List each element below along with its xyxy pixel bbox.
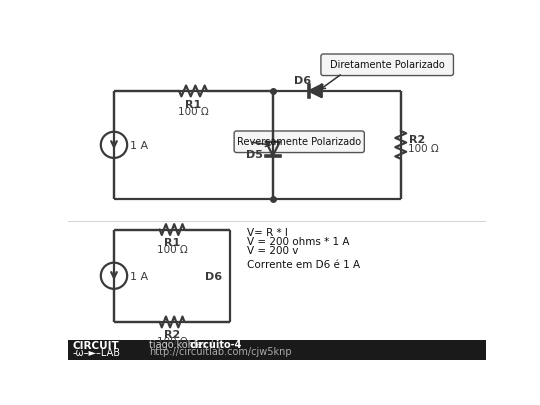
Text: 100 Ω: 100 Ω <box>178 107 208 117</box>
Polygon shape <box>309 85 322 97</box>
Text: Diretamente Polarizado: Diretamente Polarizado <box>330 60 445 70</box>
Bar <box>68 340 486 360</box>
Text: D6: D6 <box>205 272 222 282</box>
Text: tiago.kohler /: tiago.kohler / <box>149 340 216 350</box>
Text: R2: R2 <box>408 135 425 145</box>
FancyBboxPatch shape <box>234 131 364 153</box>
Polygon shape <box>266 142 280 156</box>
Text: R1: R1 <box>185 100 201 110</box>
Text: -ω–►–LAB: -ω–►–LAB <box>73 348 121 358</box>
Text: D5: D5 <box>246 150 263 160</box>
FancyBboxPatch shape <box>321 54 454 76</box>
Text: D6: D6 <box>294 76 311 86</box>
Text: http://circuitlab.com/cjw5knp: http://circuitlab.com/cjw5knp <box>149 347 292 357</box>
Text: V= R * I: V= R * I <box>247 228 288 238</box>
Text: 100 Ω: 100 Ω <box>157 245 187 255</box>
Text: CIRCUIT: CIRCUIT <box>73 341 120 351</box>
Text: 1 A: 1 A <box>130 272 147 282</box>
Text: V = 200 v: V = 200 v <box>247 247 299 256</box>
Text: R2: R2 <box>164 330 180 340</box>
Text: 100 Ω: 100 Ω <box>408 144 439 154</box>
Text: Corrente em D6 é 1 A: Corrente em D6 é 1 A <box>247 260 360 271</box>
Text: R1: R1 <box>164 238 180 248</box>
Text: Reversamente Polarizado: Reversamente Polarizado <box>237 137 361 147</box>
Text: V = 200 ohms * 1 A: V = 200 ohms * 1 A <box>247 237 350 247</box>
Text: 100 Ω: 100 Ω <box>157 337 187 347</box>
Text: circuito-4: circuito-4 <box>190 340 242 350</box>
Text: 1 A: 1 A <box>130 141 147 151</box>
